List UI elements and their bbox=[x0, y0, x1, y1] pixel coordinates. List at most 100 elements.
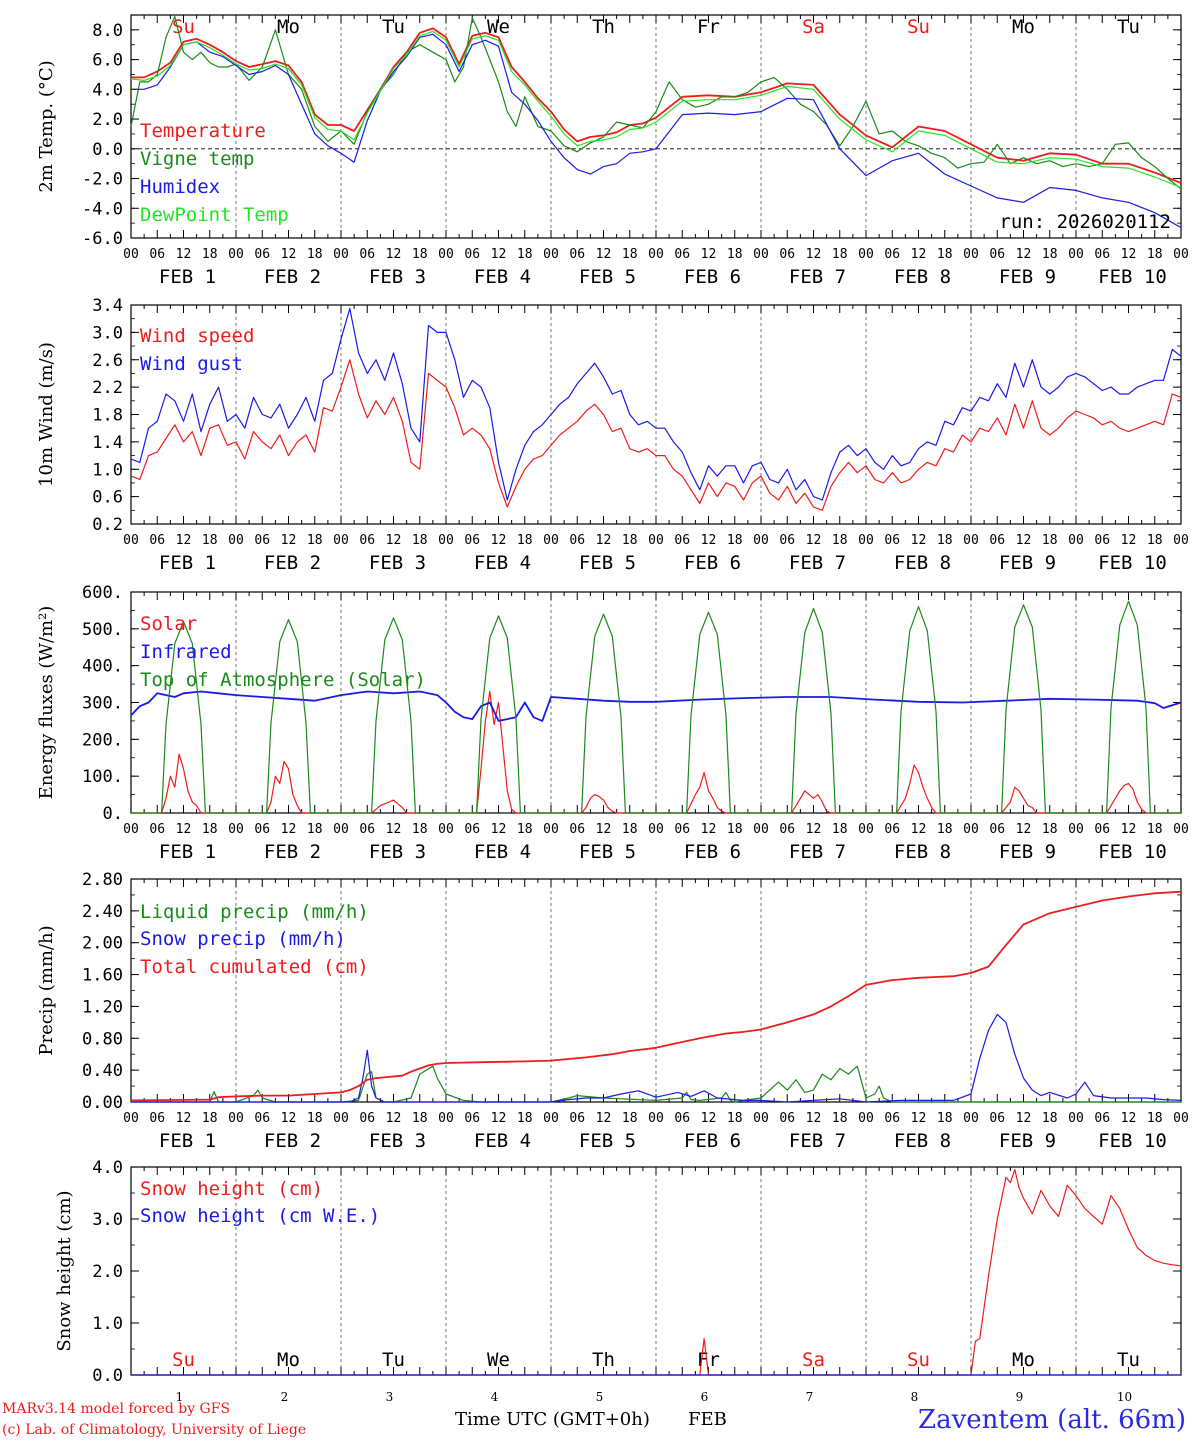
weekday-label: Su bbox=[172, 16, 195, 38]
x-hour-label: 12 bbox=[386, 247, 402, 262]
x-day-number: 7 bbox=[806, 1390, 814, 1404]
x-hour-label: 06 bbox=[779, 533, 795, 548]
x-hour-label: 12 bbox=[911, 822, 927, 837]
y-tick-label: 4.0 bbox=[92, 80, 123, 100]
panel-energy: 0. 100. 200. 300. 400. 500. 600. Energy fluxes … bbox=[36, 583, 1189, 863]
station-name: Zaventem (alt. 66m) bbox=[918, 1405, 1186, 1435]
weekday-label: We bbox=[487, 16, 510, 38]
x-hour-label: 00 bbox=[648, 1111, 664, 1126]
series-group bbox=[130, 15, 1182, 229]
x-hour-label: 06 bbox=[779, 822, 795, 837]
y-tick-label: 1.0 bbox=[92, 460, 123, 480]
series-line-total-cumulated-cm- bbox=[130, 890, 1182, 1102]
weekday-label: Th bbox=[592, 1349, 615, 1371]
x-hour-label: 12 bbox=[1121, 1111, 1137, 1126]
x-date-label: FEB 4 bbox=[474, 552, 531, 574]
panel-snow: 0.0 1.0 2.0 3.0 4.0 Snow height (cm) 1 2 3 4 5 6 7 8 9… bbox=[54, 1158, 1182, 1404]
x-hour-label: 18 bbox=[937, 247, 953, 262]
series-line-top-of-atmosphere-solar- bbox=[131, 600, 1181, 814]
y-axis-title: 10m Wind (m/s) bbox=[36, 342, 57, 487]
y-tick-label: 6.0 bbox=[92, 51, 123, 71]
x-hour-label: 00 bbox=[858, 1111, 874, 1126]
x-hour-label: 06 bbox=[149, 1111, 165, 1126]
x-hour-label: 12 bbox=[596, 247, 612, 262]
x-hour-label: 00 bbox=[1173, 247, 1189, 262]
x-hour-label: 06 bbox=[1094, 822, 1110, 837]
x-hour-label: 12 bbox=[911, 247, 927, 262]
x-hour-label: 00 bbox=[543, 247, 559, 262]
x-date-label: FEB 7 bbox=[789, 1130, 846, 1152]
x-hour-label: 00 bbox=[963, 247, 979, 262]
x-date-label: FEB 5 bbox=[579, 266, 636, 288]
x-date-label: FEB 9 bbox=[999, 1130, 1056, 1152]
y-tick-label: 300. bbox=[82, 694, 123, 714]
x-hour-label: 18 bbox=[937, 822, 953, 837]
x-hour-label: 06 bbox=[884, 247, 900, 262]
x-hour-label: 12 bbox=[806, 247, 822, 262]
series-line-humidex bbox=[131, 33, 1182, 229]
y-tick-label: 1.0 bbox=[92, 1314, 123, 1334]
day-dividers bbox=[235, 879, 1077, 1102]
x-hour-label: 12 bbox=[701, 822, 717, 837]
legend: Wind speed Wind gust bbox=[140, 325, 254, 375]
x-day-number: 1 bbox=[176, 1390, 184, 1404]
x-hour-label: 00 bbox=[438, 533, 454, 548]
x-date-label: FEB 2 bbox=[264, 552, 321, 574]
x-hour-label: 00 bbox=[753, 822, 769, 837]
y-axis-title: Energy fluxes (W/m²) bbox=[36, 606, 57, 800]
x-hour-label: 18 bbox=[832, 247, 848, 262]
x-hour-label: 18 bbox=[832, 533, 848, 548]
x-date-label: FEB 9 bbox=[999, 841, 1056, 863]
x-hour-label: 00 bbox=[1068, 1111, 1084, 1126]
x-hour-label: 18 bbox=[1042, 533, 1058, 548]
x-hour-label: 12 bbox=[1016, 247, 1032, 262]
x-date-label: FEB 3 bbox=[369, 266, 426, 288]
x-date-label: FEB 4 bbox=[474, 1130, 531, 1152]
weekday-label: Tu bbox=[1117, 16, 1140, 38]
x-hour-label: 06 bbox=[779, 247, 795, 262]
x-date-label: FEB 2 bbox=[264, 841, 321, 863]
credit-line-1: MARv3.14 model forced by GFS bbox=[2, 1401, 230, 1417]
x-hour-label: 00 bbox=[648, 247, 664, 262]
x-date-label: FEB 10 bbox=[1098, 1130, 1167, 1152]
weekday-label: Tu bbox=[1117, 1349, 1140, 1371]
x-hour-label: 00 bbox=[543, 822, 559, 837]
x-hour-label: 00 bbox=[123, 533, 139, 548]
x-hour-label: 06 bbox=[359, 533, 375, 548]
x-hour-label: 18 bbox=[307, 533, 323, 548]
x-axis: 1 2 3 4 5 6 7 8 9 10 bbox=[130, 1167, 1182, 1404]
x-date-label: FEB 5 bbox=[579, 552, 636, 574]
x-hour-label: 12 bbox=[491, 533, 507, 548]
series-group bbox=[130, 600, 1182, 814]
weekday-label: We bbox=[487, 1349, 510, 1371]
y-tick-label: 0.2 bbox=[92, 515, 123, 535]
x-hour-label: 00 bbox=[753, 247, 769, 262]
x-hour-label: 00 bbox=[123, 822, 139, 837]
y-tick-label: -6.0 bbox=[82, 229, 123, 249]
x-hour-label: 06 bbox=[254, 247, 270, 262]
x-hour-label: 18 bbox=[622, 822, 638, 837]
x-date-label: FEB 10 bbox=[1098, 552, 1167, 574]
legend: Snow height (cm) Snow height (cm W.E.) bbox=[140, 1178, 380, 1227]
x-hour-label: 00 bbox=[438, 1111, 454, 1126]
series-group bbox=[131, 1168, 1182, 1376]
y-tick-label: 1.60 bbox=[82, 966, 123, 986]
x-hour-label: 06 bbox=[254, 533, 270, 548]
y-tick-label: 2.80 bbox=[82, 870, 123, 890]
x-hour-label: 18 bbox=[937, 1111, 953, 1126]
y-tick-label: 600. bbox=[82, 583, 123, 603]
x-hour-label: 12 bbox=[806, 822, 822, 837]
x-hour-label: 00 bbox=[1173, 533, 1189, 548]
x-hour-label: 18 bbox=[412, 247, 428, 262]
x-hour-label: 12 bbox=[701, 1111, 717, 1126]
x-date-label: FEB 1 bbox=[159, 1130, 216, 1152]
x-axis: 00 06 12 18 00 06 12 18 00 06 12 18 00 06 12 18 00 06 12 18… bbox=[123, 592, 1189, 863]
x-hour-label: 00 bbox=[1068, 247, 1084, 262]
y-tick-label: -2.0 bbox=[82, 170, 123, 190]
x-hour-label: 00 bbox=[648, 533, 664, 548]
legend-entry: DewPoint Temp bbox=[140, 204, 289, 226]
x-hour-label: 06 bbox=[569, 247, 585, 262]
y-tick-label: 0.80 bbox=[82, 1029, 123, 1049]
x-hour-label: 00 bbox=[123, 1111, 139, 1126]
